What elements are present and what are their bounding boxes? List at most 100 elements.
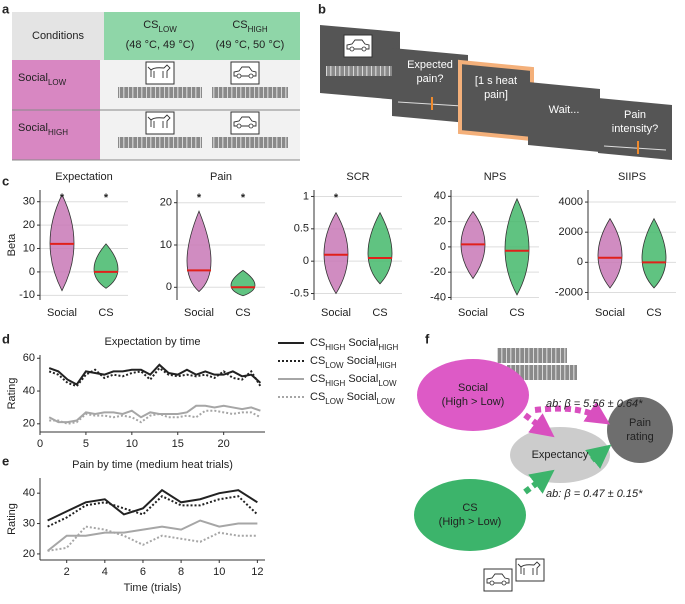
y-tick-label: 0 xyxy=(29,266,35,278)
y-tick-label: 4000 xyxy=(559,196,583,208)
panel-label: a xyxy=(2,1,10,16)
node-text: (High > Low) xyxy=(442,396,505,408)
x-tick-label: Social xyxy=(595,307,625,319)
header-temps: (49 °C, 50 °C) xyxy=(216,39,285,51)
x-tick-label: 2 xyxy=(64,566,70,578)
x-tick-label: CS xyxy=(509,307,524,319)
legend-label: CSHIGH SocialLOW xyxy=(310,373,397,388)
y-tick-label: -10 xyxy=(19,289,35,301)
screen-text: intensity? xyxy=(612,123,658,135)
x-tick-label: Social xyxy=(321,307,351,319)
rating-scale xyxy=(397,101,463,107)
car-icon xyxy=(230,61,260,85)
y-tick-label: 0 xyxy=(166,281,172,293)
y-tick-label: 30 xyxy=(23,517,35,529)
violin xyxy=(504,197,530,296)
legend-label-part: HIGH xyxy=(377,361,397,370)
screen-text: Wait... xyxy=(549,104,580,116)
y-tick-label: 20 xyxy=(160,197,172,209)
node-text: Pain xyxy=(629,417,651,429)
violin xyxy=(641,217,667,289)
series-line xyxy=(47,495,259,528)
series-line xyxy=(48,366,262,388)
violin xyxy=(367,211,393,285)
legend-label-part: Social xyxy=(345,373,378,385)
x-axis-label: Time (trials) xyxy=(124,582,182,594)
tone-bars xyxy=(497,348,567,363)
screen xyxy=(528,82,600,152)
x-tick-label: Social xyxy=(47,307,77,319)
y-tick-label: -40 xyxy=(430,291,446,303)
legend-label-part: HIGH xyxy=(325,379,345,388)
node-text: (High > Low) xyxy=(439,516,502,528)
x-tick-label: 6 xyxy=(140,566,146,578)
chart-title: Pain by time (medium heat trials) xyxy=(72,459,233,471)
tone-bars xyxy=(212,87,288,98)
arrow xyxy=(523,469,555,495)
row-label-part: Social xyxy=(18,122,48,134)
violin xyxy=(323,211,349,295)
screen xyxy=(598,98,672,160)
screen xyxy=(392,48,468,123)
dog-icon xyxy=(145,61,175,85)
car-icon xyxy=(343,34,373,58)
y-axis-label: Rating xyxy=(6,503,18,535)
panel-label: e xyxy=(2,453,9,468)
screen-text: Expected xyxy=(407,59,453,71)
node-text: Social xyxy=(458,382,488,394)
legend-label-part: LOW xyxy=(378,379,397,388)
y-tick-label: 20 xyxy=(434,216,446,228)
legend-label-part: LOW xyxy=(325,397,344,406)
x-tick-label: 0 xyxy=(37,438,43,450)
trial-sequence xyxy=(320,25,672,160)
y-tick-label: 0 xyxy=(577,256,583,268)
y-tick-label: -2000 xyxy=(555,286,583,298)
dog-icon xyxy=(145,111,175,135)
panel-label: b xyxy=(318,1,326,16)
social-node xyxy=(417,359,529,431)
series-line xyxy=(47,525,258,552)
x-tick-label: CS xyxy=(646,307,661,319)
x-tick-label: 8 xyxy=(178,566,184,578)
arrow xyxy=(534,401,611,425)
series-line xyxy=(48,363,262,386)
x-tick-label: 12 xyxy=(251,566,263,578)
chart-title: Expectation xyxy=(55,171,112,183)
row-label-part: LOW xyxy=(48,78,67,87)
legend-label: CSLOW SocialHIGH xyxy=(310,355,397,370)
mediator-node xyxy=(510,427,610,483)
y-axis-label: Rating xyxy=(6,378,18,410)
y-tick-label: 0 xyxy=(303,255,309,267)
significance: * xyxy=(104,192,109,204)
series-line xyxy=(47,488,258,522)
x-tick-label: 15 xyxy=(172,438,184,450)
x-tick-label: 20 xyxy=(218,438,230,450)
significance: * xyxy=(334,192,339,204)
path-label: ab: β = 0.47 ± 0.15* xyxy=(546,488,643,500)
y-axis-label: Beta xyxy=(6,233,18,257)
y-tick-label: 30 xyxy=(23,196,35,208)
dog-icon xyxy=(515,558,545,582)
legend-label: CSLOW SocialLOW xyxy=(310,391,395,406)
chart-title: SIIPS xyxy=(618,171,646,183)
y-tick-label: 40 xyxy=(434,190,446,202)
significance: * xyxy=(197,192,202,204)
header-temps: (48 °C, 49 °C) xyxy=(126,39,195,51)
mediation-diagram xyxy=(414,348,673,592)
y-tick-label: 20 xyxy=(23,548,35,560)
series-line xyxy=(47,519,258,552)
x-tick-label: 5 xyxy=(83,438,89,450)
x-tick-label: 10 xyxy=(126,438,138,450)
row-label: SocialHIGH xyxy=(18,122,68,137)
legend-label-part: CS xyxy=(310,391,325,403)
y-tick-label: 40 xyxy=(23,385,35,397)
node-text: Expectancy xyxy=(532,449,589,461)
legend-label-part: Social xyxy=(345,337,378,349)
tone-bars xyxy=(118,137,202,148)
screen-text: Pain xyxy=(624,109,646,121)
tone-bars xyxy=(212,137,288,148)
screen-text: [1 s heat xyxy=(475,75,517,87)
violin xyxy=(186,210,212,293)
arrow xyxy=(523,412,555,438)
tone-bars xyxy=(118,87,202,98)
